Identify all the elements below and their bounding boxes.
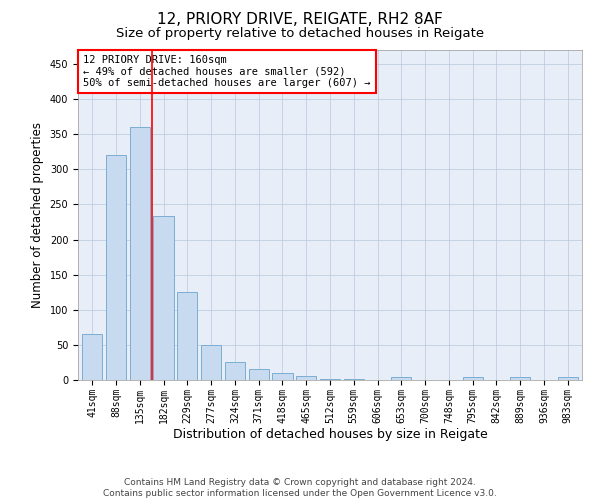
Text: 12, PRIORY DRIVE, REIGATE, RH2 8AF: 12, PRIORY DRIVE, REIGATE, RH2 8AF — [157, 12, 443, 28]
Text: Contains HM Land Registry data © Crown copyright and database right 2024.
Contai: Contains HM Land Registry data © Crown c… — [103, 478, 497, 498]
Bar — [106, 156, 126, 380]
Bar — [272, 373, 293, 380]
Bar — [391, 377, 412, 380]
Bar — [463, 377, 483, 380]
Bar — [248, 369, 269, 380]
Bar — [130, 127, 150, 380]
Bar — [177, 292, 197, 380]
Bar — [225, 362, 245, 380]
Bar — [296, 376, 316, 380]
Text: 12 PRIORY DRIVE: 160sqm
← 49% of detached houses are smaller (592)
50% of semi-d: 12 PRIORY DRIVE: 160sqm ← 49% of detache… — [83, 55, 371, 88]
Text: Size of property relative to detached houses in Reigate: Size of property relative to detached ho… — [116, 28, 484, 40]
Bar — [320, 378, 340, 380]
Bar — [154, 216, 173, 380]
X-axis label: Distribution of detached houses by size in Reigate: Distribution of detached houses by size … — [173, 428, 487, 442]
Y-axis label: Number of detached properties: Number of detached properties — [31, 122, 44, 308]
Bar — [201, 345, 221, 380]
Bar — [557, 377, 578, 380]
Bar — [510, 377, 530, 380]
Bar — [82, 334, 103, 380]
